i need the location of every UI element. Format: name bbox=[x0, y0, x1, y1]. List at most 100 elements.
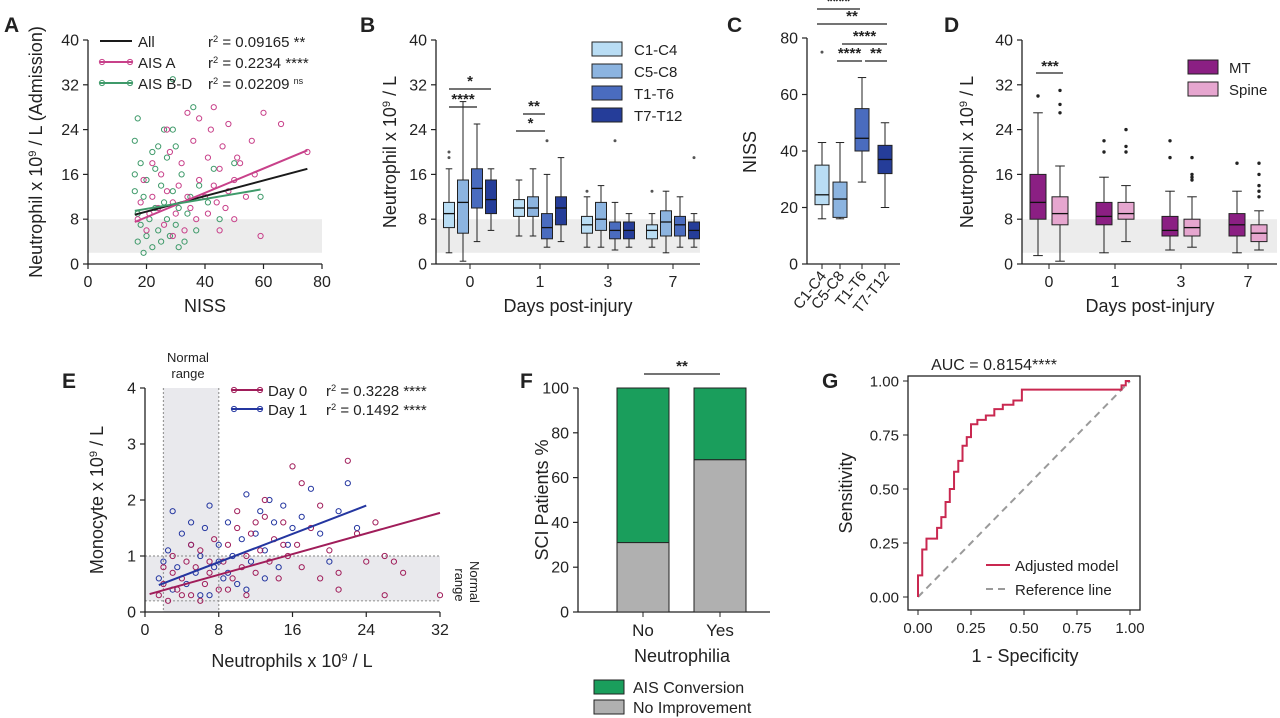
point-day-0 bbox=[211, 536, 218, 543]
legend-label: Day 1 bbox=[268, 402, 307, 419]
box-c1-c4-box bbox=[443, 201, 455, 229]
point-ais-bd bbox=[184, 210, 191, 217]
point-ais-a bbox=[163, 188, 171, 195]
x-tick-label: 7 bbox=[1244, 274, 1253, 291]
y-tick-label: 0 bbox=[127, 605, 136, 622]
box-t1-t6-box bbox=[674, 215, 686, 237]
legend-label: AIS Conversion bbox=[633, 680, 744, 697]
fit-line-day-1 bbox=[158, 504, 367, 587]
panel-letter-G: G bbox=[822, 370, 838, 393]
legend-marker bbox=[230, 386, 238, 394]
point-day-0 bbox=[344, 457, 351, 464]
normal-range-annotation: Normal bbox=[167, 350, 209, 365]
reference-line bbox=[917, 380, 1131, 598]
panel-letter-D: D bbox=[944, 14, 959, 37]
point-ais-bd bbox=[196, 182, 203, 189]
outlier bbox=[1168, 155, 1172, 160]
point-ais-a bbox=[158, 171, 165, 178]
y-tick-label: 24 bbox=[409, 122, 427, 139]
point-day-0 bbox=[183, 558, 190, 565]
legend-r2: r2 = 0.09165 ** bbox=[208, 34, 305, 51]
panel-letter-B: B bbox=[360, 14, 375, 37]
legend-label: Spine bbox=[1229, 82, 1267, 99]
y-tick-label: 0.50 bbox=[870, 482, 899, 499]
legend-label: MT bbox=[1229, 60, 1251, 77]
point-ais-a bbox=[149, 160, 156, 167]
y-axis-label: Neutrophil x 109 / L (Admission) bbox=[26, 26, 46, 278]
y-tick-label: 40 bbox=[551, 515, 569, 532]
legend-swatch bbox=[1187, 81, 1219, 97]
x-tick-label: 0.50 bbox=[1009, 620, 1038, 637]
point-day-1 bbox=[298, 513, 305, 520]
point-ais-bd bbox=[172, 143, 179, 150]
x-tick-label: 3 bbox=[1177, 274, 1186, 291]
outlier bbox=[1102, 139, 1106, 143]
point-day-1 bbox=[252, 530, 259, 537]
y-tick-label: 0 bbox=[560, 605, 569, 622]
panel-letter-F: F bbox=[520, 370, 533, 393]
point-day-0 bbox=[252, 569, 259, 576]
legend-swatch bbox=[593, 699, 625, 715]
point-day-1 bbox=[206, 592, 213, 599]
x-tick-label: 40 bbox=[196, 274, 214, 291]
point-day-1 bbox=[187, 519, 195, 526]
point-ais-bd bbox=[131, 188, 138, 195]
panel-letter-E: E bbox=[62, 370, 76, 393]
significance-label: **** bbox=[853, 28, 877, 45]
fit-line-day-0 bbox=[149, 511, 441, 596]
point-day-0 bbox=[335, 569, 342, 576]
box-c5-c8-box bbox=[527, 196, 539, 217]
point-ais-bd bbox=[163, 154, 171, 161]
point-ais-bd bbox=[172, 221, 179, 228]
y-axis-label: Sensitivity bbox=[836, 452, 856, 533]
fit-line-all bbox=[134, 167, 308, 216]
point-day-0 bbox=[206, 558, 213, 565]
legend-label: Adjusted model bbox=[1015, 558, 1118, 575]
y-tick-label: 16 bbox=[995, 167, 1013, 184]
point-ais-bd bbox=[149, 244, 156, 251]
outlier bbox=[820, 50, 824, 54]
point-ais-a bbox=[190, 137, 197, 144]
point-day-0 bbox=[257, 547, 264, 554]
x-tick-label: 0 bbox=[141, 622, 150, 639]
y-tick-label: 32 bbox=[409, 77, 427, 94]
significance-label: ** bbox=[528, 98, 540, 115]
y-tick-label: 4 bbox=[127, 381, 136, 398]
y-tick-label: 8 bbox=[1004, 212, 1013, 229]
point-day-1 bbox=[243, 491, 250, 498]
point-day-0 bbox=[280, 519, 287, 526]
point-ais-a bbox=[222, 204, 229, 212]
panel-letter-C: C bbox=[727, 14, 742, 37]
y-tick-label: 60 bbox=[780, 87, 798, 104]
point-day-1 bbox=[335, 508, 342, 515]
y-axis-label: SCI Patients % bbox=[532, 439, 552, 560]
legend-label: T1-T6 bbox=[634, 86, 674, 103]
legend-swatch bbox=[591, 63, 623, 79]
outlier bbox=[692, 156, 696, 160]
point-day-0 bbox=[243, 592, 250, 599]
bar-no-improvement bbox=[693, 459, 747, 613]
point-day-0 bbox=[294, 541, 301, 548]
point-ais-bd bbox=[140, 193, 147, 200]
point-ais-a bbox=[172, 210, 179, 217]
point-day-1 bbox=[247, 558, 255, 565]
point-day-1 bbox=[307, 485, 315, 492]
box-c1-c4-box bbox=[646, 224, 658, 240]
point-day-1 bbox=[284, 541, 291, 548]
point-ais-bd bbox=[163, 216, 171, 223]
y-tick-label: 60 bbox=[551, 470, 569, 487]
point-ais-a bbox=[160, 221, 168, 228]
y-tick-label: 40 bbox=[409, 33, 427, 50]
point-ais-bd bbox=[175, 244, 182, 251]
significance-label: ** bbox=[870, 45, 882, 62]
point-day-1 bbox=[275, 564, 282, 571]
point-day-0 bbox=[298, 564, 305, 571]
point-ais-a bbox=[207, 126, 214, 133]
box-c5-c8-box bbox=[832, 181, 848, 218]
legend-swatch bbox=[591, 41, 623, 57]
box-c1-c4-box bbox=[814, 164, 830, 206]
point-day-0 bbox=[197, 597, 204, 604]
legend-label: T7-T12 bbox=[634, 108, 682, 125]
outlier bbox=[1257, 195, 1261, 199]
point-ais-bd bbox=[134, 238, 141, 245]
